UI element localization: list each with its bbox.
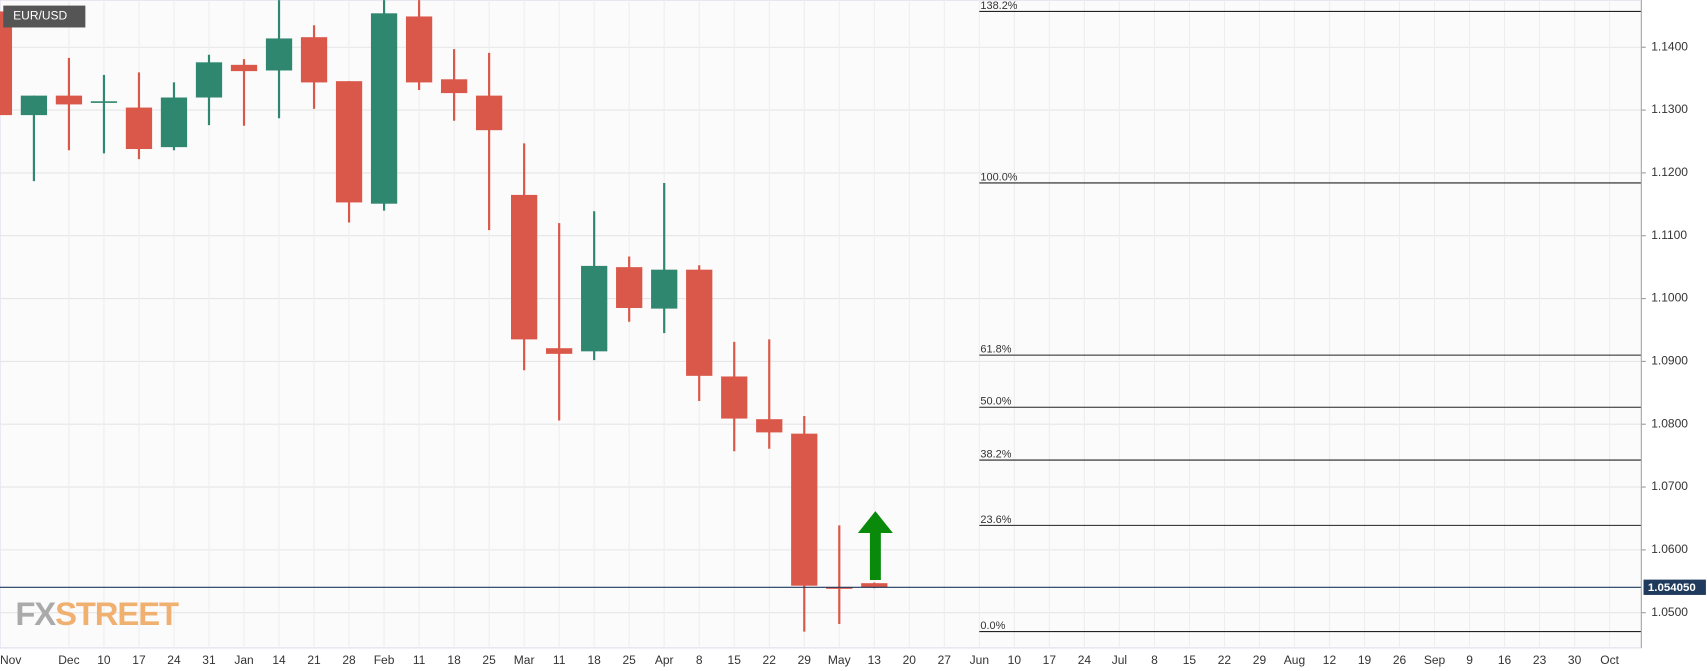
candle-body bbox=[440, 79, 468, 94]
y-tick-label: 1.0900 bbox=[1651, 354, 1688, 368]
candle-body bbox=[195, 62, 223, 98]
candle-body bbox=[370, 13, 398, 204]
candle-body bbox=[546, 348, 573, 354]
watermark: FXSTREET bbox=[15, 595, 179, 632]
x-tick-label: 11 bbox=[413, 653, 426, 667]
x-tick-label: 30 bbox=[1568, 653, 1582, 667]
x-tick-label: 15 bbox=[728, 653, 742, 667]
candle-body bbox=[861, 583, 888, 588]
chart-title: EUR/USD bbox=[13, 9, 67, 23]
candle-body bbox=[686, 269, 713, 376]
fib-label: 23.6% bbox=[980, 514, 1011, 526]
x-tick-label: 22 bbox=[763, 653, 777, 667]
candle-body bbox=[0, 11, 13, 116]
candle-body bbox=[20, 95, 48, 116]
x-tick-label: Apr bbox=[655, 653, 674, 667]
x-tick-label: Dec bbox=[58, 653, 79, 667]
y-tick-label: 1.0800 bbox=[1651, 416, 1688, 430]
x-tick-label: 9 bbox=[1466, 653, 1473, 667]
x-tick-label: 29 bbox=[798, 653, 812, 667]
candle-body bbox=[756, 419, 783, 433]
x-tick-label: Jul bbox=[1112, 653, 1127, 667]
title-box bbox=[3, 5, 86, 28]
candle-body bbox=[125, 107, 153, 150]
x-tick-label: Oct bbox=[1600, 653, 1619, 667]
x-tick-label: 12 bbox=[1323, 653, 1337, 667]
x-tick-label: 10 bbox=[1008, 653, 1022, 667]
y-tick-label: 1.1000 bbox=[1651, 291, 1688, 305]
candle-body bbox=[335, 81, 363, 203]
y-tick-label: 1.0600 bbox=[1651, 542, 1688, 556]
x-tick-label: 24 bbox=[1078, 653, 1092, 667]
x-tick-label: 23 bbox=[1533, 653, 1547, 667]
candle-body bbox=[511, 194, 538, 340]
x-tick-label: Aug bbox=[1284, 653, 1305, 667]
x-tick-label: 31 bbox=[202, 653, 216, 667]
y-tick-label: 1.1200 bbox=[1651, 165, 1688, 179]
plot-area bbox=[0, 0, 1642, 649]
x-tick-label: 8 bbox=[696, 653, 703, 667]
fib-label: 50.0% bbox=[980, 396, 1011, 408]
y-tick-label: 1.0500 bbox=[1651, 605, 1688, 619]
x-tick-label: 15 bbox=[1183, 653, 1197, 667]
candle-body bbox=[475, 95, 503, 131]
candle-body bbox=[616, 267, 643, 308]
x-tick-label: 17 bbox=[132, 653, 146, 667]
candle-body bbox=[265, 38, 293, 71]
x-tick-label: 20 bbox=[903, 653, 917, 667]
fib-label: 38.2% bbox=[980, 448, 1011, 460]
candle-body bbox=[581, 265, 608, 352]
x-tick-label: 22 bbox=[1218, 653, 1232, 667]
candle-body bbox=[55, 95, 83, 105]
x-tick-label: Feb bbox=[374, 653, 395, 667]
x-tick-label: 25 bbox=[482, 653, 496, 667]
candle-body bbox=[791, 433, 818, 586]
up-arrow bbox=[857, 511, 893, 581]
x-tick-label: 21 bbox=[307, 653, 321, 667]
x-tick-label: 10 bbox=[97, 653, 111, 667]
x-tick-label: 28 bbox=[342, 653, 356, 667]
x-tick-label: Mar bbox=[514, 653, 535, 667]
x-tick-label: 18 bbox=[447, 653, 461, 667]
candle-body bbox=[721, 376, 748, 419]
x-tick-label: 27 bbox=[938, 653, 952, 667]
x-tick-label: 24 bbox=[167, 653, 181, 667]
x-tick-label: 26 bbox=[1393, 653, 1407, 667]
x-tick-label: Jan bbox=[234, 653, 253, 667]
candle-body bbox=[826, 586, 853, 589]
x-tick-label: 16 bbox=[1498, 653, 1512, 667]
x-tick-label: 14 bbox=[272, 653, 286, 667]
candle-body bbox=[230, 64, 258, 72]
candle-body bbox=[160, 97, 188, 148]
fib-label: 100.0% bbox=[980, 171, 1017, 183]
x-tick-label: 18 bbox=[587, 653, 601, 667]
x-tick-label: 11 bbox=[553, 653, 566, 667]
x-tick-label: Nov bbox=[0, 653, 21, 667]
candle-body bbox=[300, 37, 328, 83]
candle-body bbox=[405, 16, 433, 83]
last-price-box bbox=[1643, 579, 1706, 595]
watermark-fx: FX bbox=[15, 595, 56, 632]
y-tick-label: 1.1300 bbox=[1651, 102, 1688, 116]
last-price-label: 1.054050 bbox=[1648, 582, 1696, 594]
x-tick-label: 17 bbox=[1043, 653, 1057, 667]
fib-label: 138.2% bbox=[980, 0, 1017, 12]
candle-body bbox=[651, 269, 678, 309]
y-tick-label: 1.1400 bbox=[1651, 39, 1688, 53]
x-tick-label: 19 bbox=[1358, 653, 1372, 667]
fib-label: 0.0% bbox=[980, 620, 1005, 632]
x-tick-label: 29 bbox=[1253, 653, 1267, 667]
y-tick-label: 1.1100 bbox=[1651, 228, 1687, 242]
x-tick-label: 8 bbox=[1151, 653, 1158, 667]
y-tick-label: 1.0700 bbox=[1651, 479, 1688, 493]
watermark-street: STREET bbox=[55, 595, 179, 632]
x-tick-label: 25 bbox=[622, 653, 636, 667]
fib-label: 61.8% bbox=[980, 344, 1011, 356]
x-tick-label: May bbox=[828, 653, 851, 667]
x-tick-label: Jun bbox=[970, 653, 989, 667]
x-tick-label: Sep bbox=[1424, 653, 1446, 667]
x-tick-label: 13 bbox=[868, 653, 882, 667]
candle-body bbox=[90, 101, 118, 103]
